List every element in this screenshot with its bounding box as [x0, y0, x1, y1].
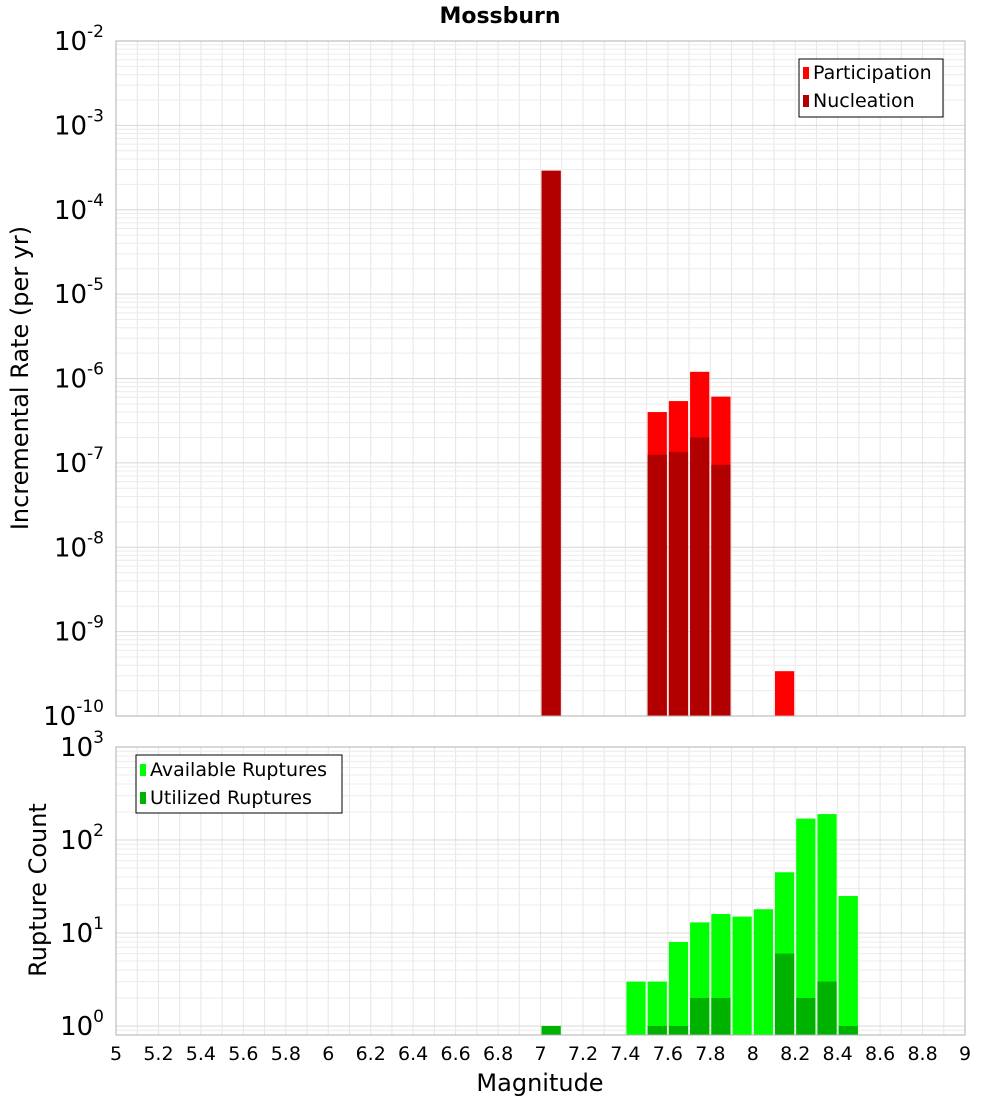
x-tick-label: 7.8	[695, 1043, 725, 1065]
bottom-panel: 103 102 101 100 5 5.2 5.4 5.6 5.8 6 6.2 6.4 6.6 6.8 7…	[24, 728, 971, 1097]
bottom-y-tick-labels: 103 102 101 100	[60, 728, 104, 1042]
available-ruptures-bar	[732, 916, 752, 1035]
top-y-tick-label: 10-6	[54, 360, 104, 395]
top-y-tick-label: 10-8	[54, 528, 104, 563]
top-gridlines	[115, 40, 966, 717]
top-y-axis-label: Incremental Rate (per yr)	[6, 226, 34, 530]
available-ruptures-bar	[838, 895, 858, 1035]
nucleation-bar	[711, 464, 731, 716]
x-tick-label: 6.8	[483, 1043, 513, 1065]
available-ruptures-bar	[647, 981, 667, 1035]
x-tick-label: 6.2	[356, 1043, 386, 1065]
x-tick-label: 9	[959, 1043, 971, 1065]
utilized-ruptures-bar	[774, 953, 795, 1035]
utilized-ruptures-bar	[668, 1025, 689, 1035]
legend-label-nucleation: Nucleation	[813, 90, 915, 112]
bottom-plot-frame	[115, 746, 966, 1036]
bottom-bars	[541, 814, 858, 1035]
utilized-ruptures-bar	[838, 1025, 858, 1035]
legend-swatch-utilized	[140, 792, 146, 804]
legend-swatch-available	[140, 764, 146, 776]
available-ruptures-bar	[753, 909, 773, 1035]
x-tick-label: 7.4	[610, 1043, 640, 1065]
x-tick-labels: 5 5.2 5.4 5.6 5.8 6 6.2 6.4 6.6 6.8 7 7.2 7.4 7.6 7.8 8…	[110, 1043, 971, 1065]
bottom-y-tick-label: 101	[60, 914, 104, 949]
utilized-ruptures-bar	[690, 997, 710, 1035]
bottom-y-tick-label: 102	[60, 821, 104, 856]
utilized-ruptures-bar	[541, 1025, 561, 1035]
top-y-tick-label: 10-2	[54, 22, 104, 57]
x-tick-label: 7.6	[653, 1043, 683, 1065]
top-y-tick-label: 10-4	[54, 191, 104, 226]
bottom-y-tick-label: 100	[60, 1007, 104, 1042]
top-y-tick-labels: 10-2 10-3 10-4 10-5 10-6 10-7 10-8 10-9 10-10	[43, 22, 104, 732]
top-y-tick-label: 10-10	[43, 697, 104, 732]
available-ruptures-bar	[796, 818, 816, 1035]
legend-label-participation: Participation	[813, 62, 932, 84]
utilized-ruptures-bar	[647, 1025, 667, 1035]
nucleation-bar	[668, 451, 689, 716]
bottom-legend-box	[135, 754, 343, 814]
top-y-tick-label: 10-7	[54, 444, 104, 479]
available-ruptures-bar	[817, 814, 837, 1035]
top-y-tick-label: 10-9	[54, 613, 104, 648]
nucleation-bar	[690, 437, 710, 716]
top-plot-frame	[115, 40, 966, 717]
bottom-y-tick-label: 103	[60, 728, 104, 763]
available-ruptures-bar	[626, 981, 646, 1035]
utilized-ruptures-bar	[711, 997, 731, 1035]
x-tick-label: 8.4	[823, 1043, 853, 1065]
x-tick-label: 8	[747, 1043, 759, 1065]
x-tick-label: 5.6	[228, 1043, 258, 1065]
top-legend: Participation Nucleation	[798, 58, 944, 118]
x-tick-label: 6.4	[398, 1043, 428, 1065]
x-tick-label: 5.4	[186, 1043, 216, 1065]
x-tick-label: 7.2	[568, 1043, 598, 1065]
top-y-tick-label: 10-5	[54, 275, 104, 310]
available-ruptures-bar	[668, 942, 689, 1035]
x-axis-label: Magnitude	[476, 1069, 603, 1097]
x-tick-label: 8.6	[865, 1043, 895, 1065]
bottom-y-axis-label: Rupture Count	[24, 803, 52, 977]
x-tick-label: 5	[110, 1043, 122, 1065]
x-tick-label: 8.2	[780, 1043, 810, 1065]
x-tick-label: 8.8	[907, 1043, 937, 1065]
legend-label-utilized: Utilized Ruptures	[150, 787, 312, 809]
x-tick-label: 5.8	[271, 1043, 301, 1065]
utilized-ruptures-bar	[796, 997, 816, 1035]
x-tick-label: 5.2	[143, 1043, 173, 1065]
x-tick-label: 7	[534, 1043, 546, 1065]
nucleation-bar	[541, 170, 561, 716]
top-bars	[541, 170, 795, 716]
nucleation-bar	[647, 454, 667, 716]
participation-bar	[774, 671, 795, 716]
bottom-legend: Available Ruptures Utilized Ruptures	[135, 754, 343, 814]
top-legend-box	[798, 58, 944, 118]
x-tick-label: 6.6	[440, 1043, 470, 1065]
legend-label-available: Available Ruptures	[150, 759, 327, 781]
chart-title: Mossburn	[439, 4, 560, 29]
top-panel: 10-2 10-3 10-4 10-5 10-6 10-7 10-8 10-9 10-10 In…	[6, 22, 966, 732]
legend-swatch-nucleation	[803, 95, 809, 107]
utilized-ruptures-bar	[817, 981, 837, 1035]
x-tick-label: 6	[322, 1043, 334, 1065]
top-y-tick-label: 10-3	[54, 106, 104, 141]
legend-swatch-participation	[803, 67, 809, 79]
